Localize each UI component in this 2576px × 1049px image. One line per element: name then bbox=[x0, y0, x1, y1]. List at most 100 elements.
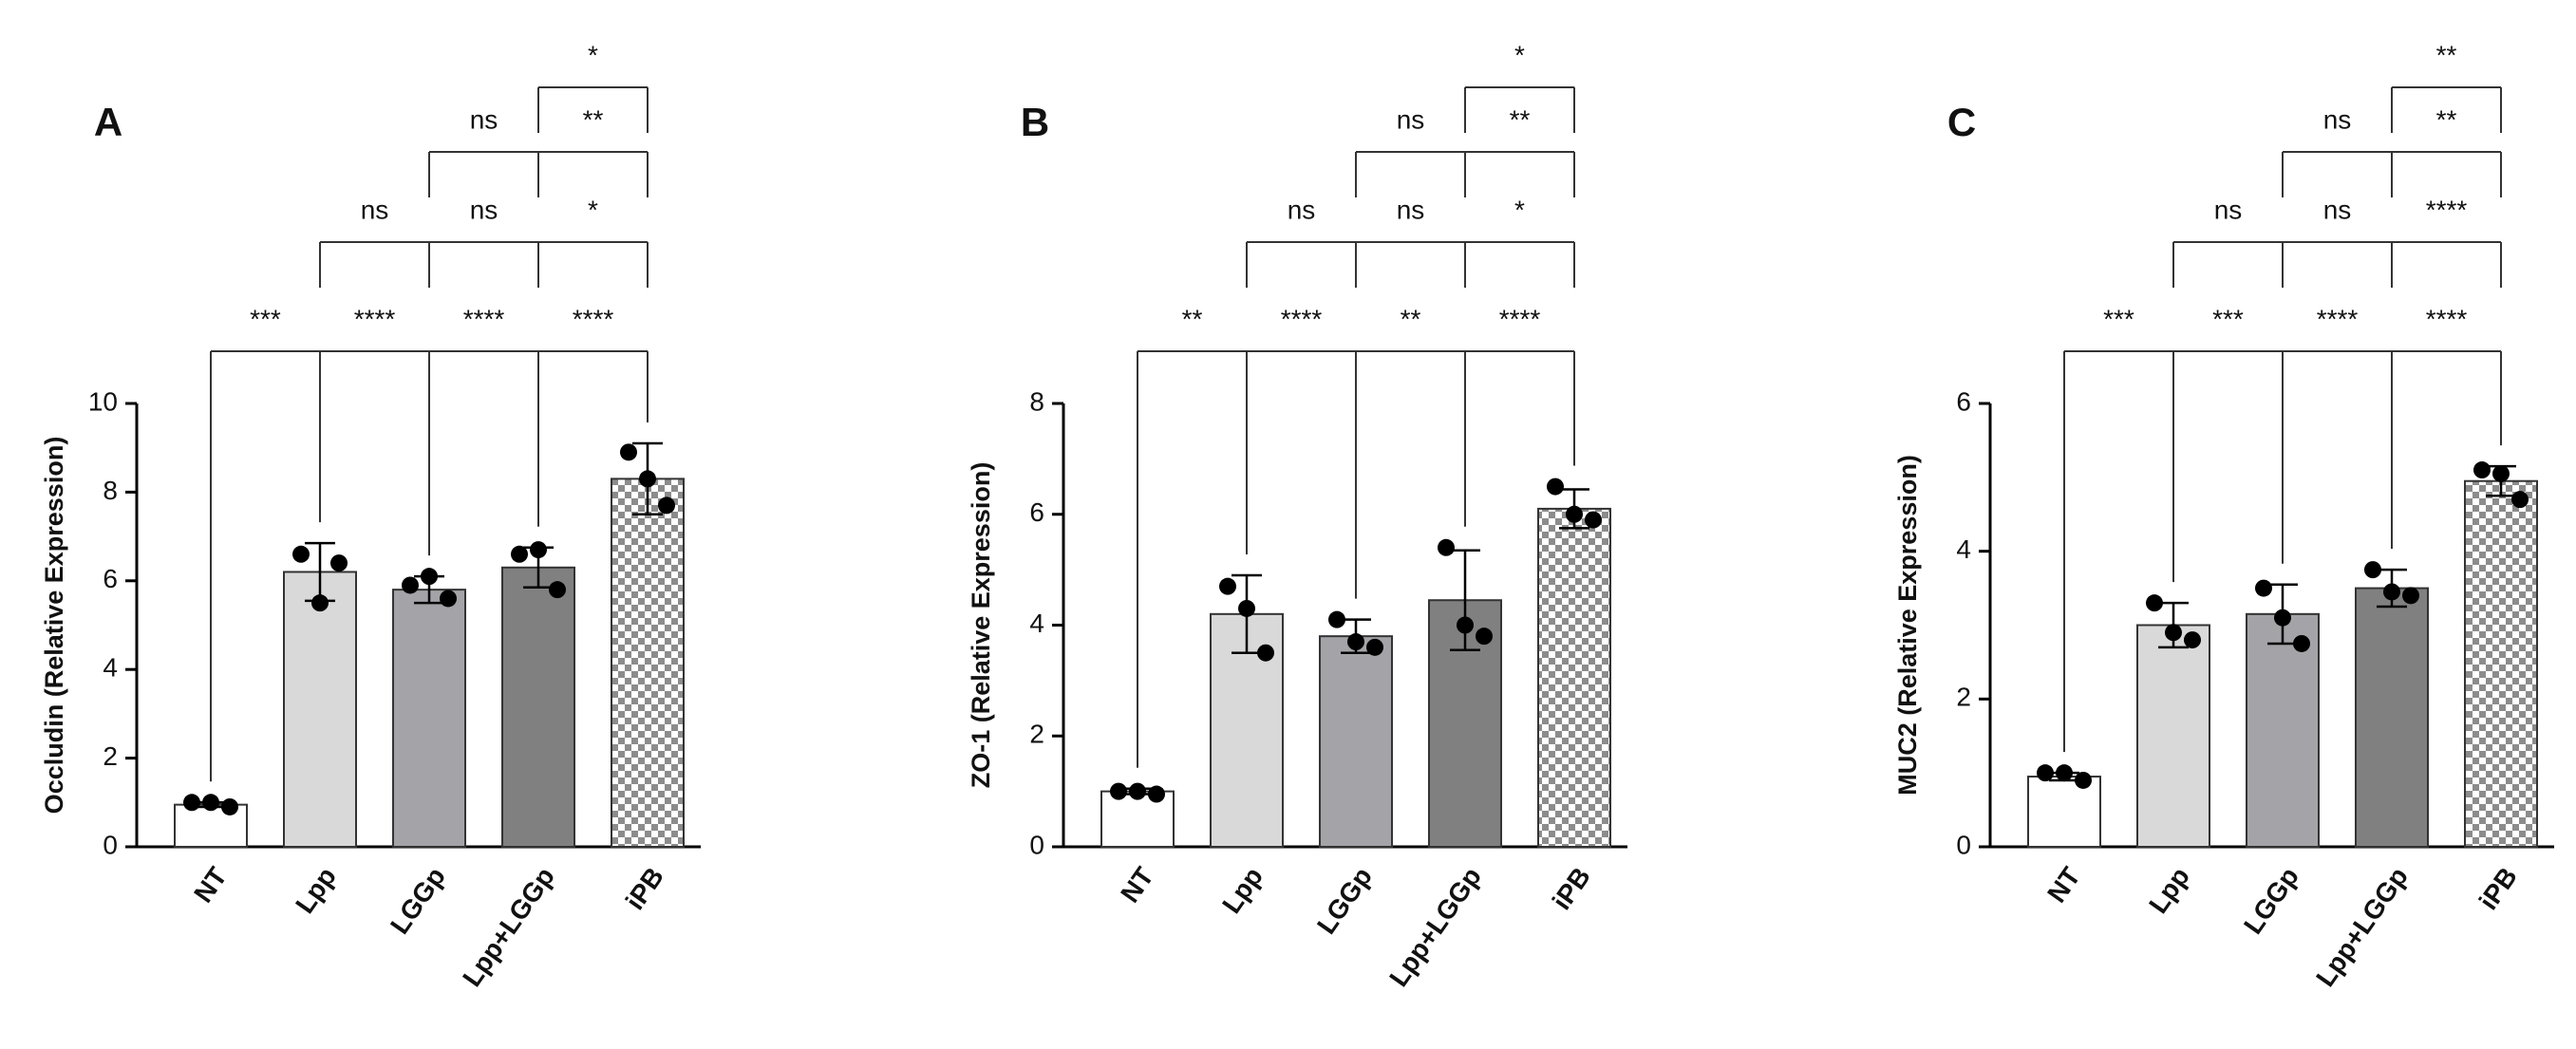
x-tick-label: iPB bbox=[2473, 862, 2523, 915]
y-tick-label: 6 bbox=[1956, 386, 1971, 416]
data-point bbox=[1366, 638, 1383, 656]
y-tick-label: 8 bbox=[103, 476, 118, 505]
y-tick-label: 6 bbox=[1029, 497, 1044, 527]
significance-label: * bbox=[588, 40, 598, 69]
x-tick-label: Lpp+LGGp bbox=[2310, 862, 2414, 992]
significance-label: **** bbox=[1499, 304, 1541, 333]
data-point bbox=[2383, 583, 2400, 601]
bar bbox=[2027, 776, 2101, 849]
significance-label: ns bbox=[1397, 104, 1425, 134]
bar bbox=[2136, 624, 2210, 848]
data-point bbox=[1148, 785, 1165, 803]
significance-label: * bbox=[1514, 40, 1525, 69]
significance-label: ** bbox=[1401, 304, 1421, 333]
y-tick-label: 2 bbox=[103, 741, 118, 771]
y-tick-label: 4 bbox=[1029, 609, 1044, 638]
y-axis-label: MUC2 (Relative Expression) bbox=[1893, 455, 1922, 796]
data-point bbox=[2037, 764, 2054, 782]
x-tick-label: NT bbox=[188, 862, 233, 908]
significance-label: **** bbox=[463, 304, 505, 333]
y-tick-label: 10 bbox=[88, 386, 118, 416]
x-tick-label: Lpp bbox=[1216, 862, 1269, 919]
data-point bbox=[1347, 633, 1364, 651]
data-point bbox=[2075, 771, 2092, 789]
data-point bbox=[2293, 634, 2310, 652]
significance-label: ns bbox=[470, 195, 498, 224]
data-point bbox=[421, 568, 438, 586]
y-tick-label: 0 bbox=[103, 830, 118, 859]
significance-label: ** bbox=[1182, 304, 1203, 333]
significance-label: *** bbox=[2212, 304, 2244, 333]
bar bbox=[2464, 479, 2538, 848]
data-point bbox=[440, 590, 457, 608]
significance-label: **** bbox=[2426, 195, 2468, 224]
x-tick-label: LGGp bbox=[1311, 862, 1378, 939]
data-point bbox=[2402, 587, 2419, 605]
bar bbox=[2355, 587, 2429, 848]
significance-label: ** bbox=[2436, 104, 2457, 134]
x-tick-label: iPB bbox=[1547, 862, 1596, 915]
data-point bbox=[330, 554, 348, 572]
data-point bbox=[1257, 644, 1274, 662]
data-point bbox=[2473, 461, 2491, 479]
bar bbox=[611, 478, 685, 848]
significance-label: **** bbox=[2426, 304, 2468, 333]
data-point bbox=[2274, 609, 2291, 627]
y-tick-label: 2 bbox=[1956, 683, 1971, 712]
x-tick-label: iPB bbox=[620, 862, 669, 915]
y-tick-label: 6 bbox=[103, 564, 118, 593]
data-point bbox=[1129, 782, 1146, 800]
significance-label: *** bbox=[250, 304, 281, 333]
bar bbox=[283, 571, 357, 849]
data-point bbox=[620, 443, 637, 461]
significance-label: **** bbox=[573, 304, 614, 333]
significance-label: ns bbox=[470, 104, 498, 134]
x-tick-label: Lpp bbox=[290, 862, 342, 919]
data-point bbox=[1438, 538, 1455, 556]
data-point bbox=[2165, 624, 2182, 642]
data-point bbox=[311, 594, 329, 612]
data-point bbox=[1547, 478, 1564, 496]
data-point bbox=[2511, 491, 2529, 509]
significance-label: ** bbox=[583, 104, 604, 134]
y-tick-label: 8 bbox=[1029, 386, 1044, 416]
data-point bbox=[1566, 505, 1583, 523]
data-point bbox=[1238, 599, 1255, 617]
data-point bbox=[183, 794, 200, 812]
data-point bbox=[2184, 631, 2201, 649]
data-point bbox=[1585, 511, 1602, 529]
significance-label: ns bbox=[2214, 195, 2243, 224]
data-point bbox=[639, 470, 656, 488]
data-point bbox=[1219, 577, 1236, 595]
panel-label: C bbox=[1947, 100, 1976, 144]
y-axis-label: Occludin (Relative Expression) bbox=[40, 437, 68, 815]
data-point bbox=[221, 797, 238, 815]
y-tick-label: 4 bbox=[1956, 534, 1971, 564]
data-point bbox=[2056, 764, 2073, 782]
y-tick-label: 2 bbox=[1029, 720, 1044, 749]
x-tick-label: NT bbox=[1115, 862, 1159, 908]
significance-label: ns bbox=[361, 195, 389, 224]
data-point bbox=[549, 581, 566, 599]
bar bbox=[501, 566, 575, 848]
bar bbox=[1537, 507, 1611, 848]
x-tick-label: Lpp+LGGp bbox=[1383, 862, 1487, 992]
x-tick-label: Lpp bbox=[2143, 862, 2195, 919]
significance-label: ns bbox=[1288, 195, 1316, 224]
significance-label: * bbox=[588, 195, 598, 224]
significance-label: **** bbox=[2317, 304, 2359, 333]
significance-label: ** bbox=[2436, 40, 2457, 69]
data-point bbox=[402, 576, 419, 594]
data-point bbox=[1476, 628, 1493, 646]
x-tick-label: LGGp bbox=[385, 862, 451, 939]
panel-label: A bbox=[94, 100, 122, 144]
x-tick-label: NT bbox=[2041, 862, 2086, 908]
y-axis-label: ZO-1 (Relative Expression) bbox=[967, 462, 995, 789]
data-point bbox=[2364, 561, 2381, 579]
significance-label: ns bbox=[2323, 195, 2352, 224]
data-point bbox=[658, 496, 675, 515]
x-tick-label: Lpp+LGGp bbox=[457, 862, 560, 992]
data-point bbox=[2146, 594, 2163, 612]
